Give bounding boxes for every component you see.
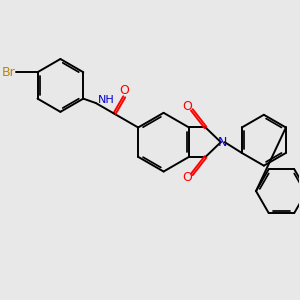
Text: O: O [182,171,192,184]
Text: O: O [119,85,129,98]
Text: Br: Br [1,66,15,79]
Text: O: O [182,100,192,113]
Text: NH: NH [98,95,115,105]
Text: N: N [218,136,227,149]
